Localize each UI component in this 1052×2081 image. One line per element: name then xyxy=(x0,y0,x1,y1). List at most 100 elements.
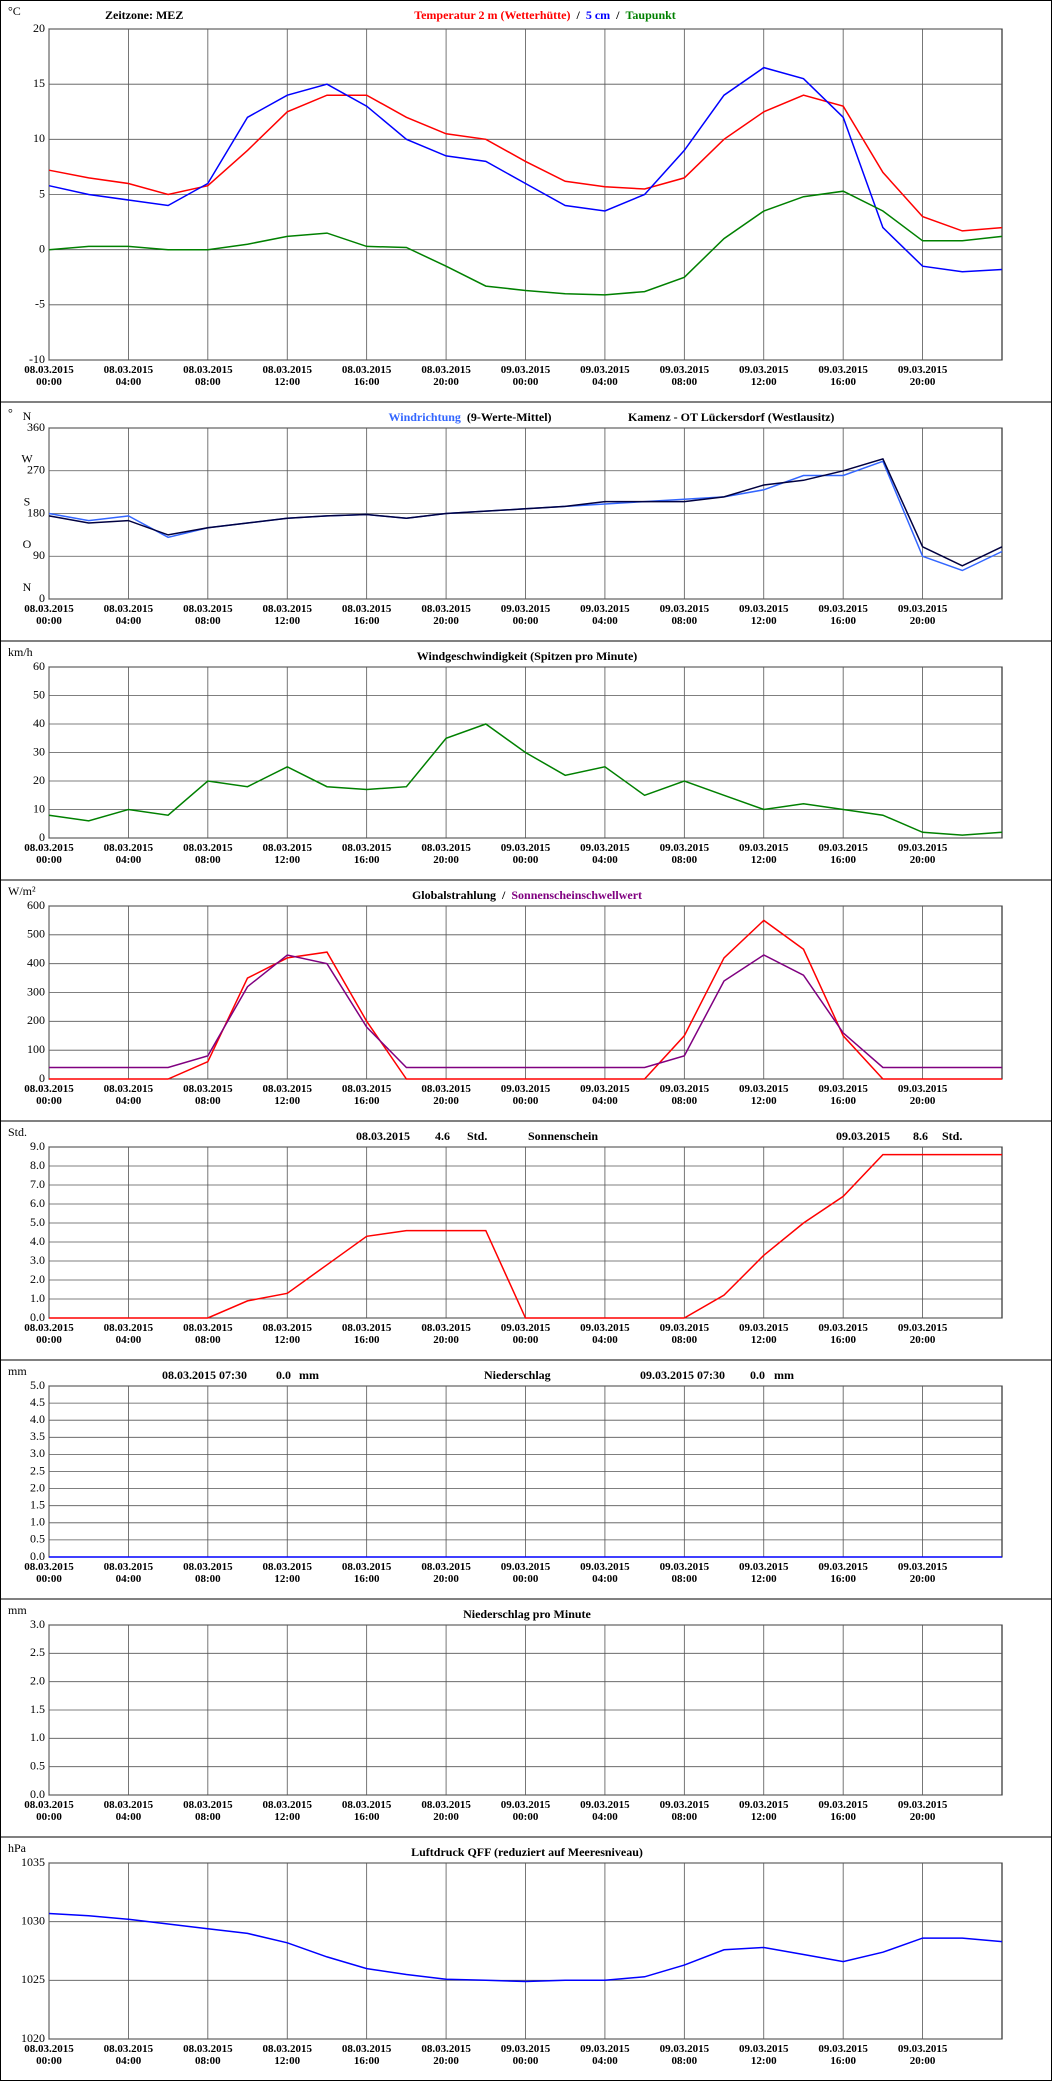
x-tick-label: 08.03.2015 04:00 xyxy=(103,603,154,627)
x-tick-label: 09.03.2015 12:00 xyxy=(739,603,789,627)
x-tick-label: 09.03.2015 16:00 xyxy=(818,1322,868,1346)
compass-label: W xyxy=(21,452,33,466)
x-tick-label: 08.03.2015 08:00 xyxy=(183,842,233,866)
x-tick-label: 08.03.2015 08:00 xyxy=(183,1799,233,1823)
y-tick-label: 1.0 xyxy=(30,1730,45,1744)
series-line xyxy=(48,457,1003,567)
legend-entry: Temperatur 2 m (Wetterhütte) xyxy=(414,8,570,22)
y-tick-label: 6.0 xyxy=(30,1196,45,1210)
header-item: 09.03.2015 xyxy=(836,1129,890,1143)
y-tick-label: 30 xyxy=(33,744,45,758)
x-tick-label: 09.03.2015 04:00 xyxy=(580,1322,630,1346)
x-tick-label: 08.03.2015 20:00 xyxy=(421,1322,471,1346)
x-tick-label: 09.03.2015 04:00 xyxy=(580,2043,630,2067)
y-tick-label: 9.0 xyxy=(30,1139,45,1153)
header-item: Niederschlag xyxy=(484,1368,551,1382)
x-tick-label: 09.03.2015 12:00 xyxy=(739,364,789,388)
x-tick-label: 08.03.2015 00:00 xyxy=(24,1561,74,1585)
y-tick-label: 90 xyxy=(33,548,45,562)
compass-label: S xyxy=(24,494,31,508)
header-item: 0.0 xyxy=(276,1368,291,1382)
x-tick-label: 09.03.2015 00:00 xyxy=(500,1083,551,1107)
header-item: Std. xyxy=(942,1129,962,1143)
x-tick-label: 09.03.2015 20:00 xyxy=(897,1322,948,1346)
x-tick-label: 08.03.2015 12:00 xyxy=(262,603,313,627)
x-tick-label: 08.03.2015 04:00 xyxy=(103,842,154,866)
y-tick-label: 1035 xyxy=(21,1855,45,1869)
compass-label: O xyxy=(23,537,32,551)
x-tick-label: 08.03.2015 12:00 xyxy=(262,1561,313,1585)
x-tick-label: 09.03.2015 20:00 xyxy=(897,2043,948,2067)
chart-title: Niederschlag pro Minute xyxy=(463,1607,591,1621)
header-item: 09.03.2015 07:30 xyxy=(640,1368,725,1382)
x-tick-label: 09.03.2015 20:00 xyxy=(897,1799,948,1823)
legend-entry: Taupunkt xyxy=(626,8,676,22)
series-line xyxy=(48,723,1003,836)
x-tick-label: 08.03.2015 00:00 xyxy=(24,603,74,627)
y-tick-label: 50 xyxy=(33,687,45,701)
x-tick-label: 08.03.2015 12:00 xyxy=(262,1083,313,1107)
x-tick-label: 09.03.2015 00:00 xyxy=(500,364,551,388)
y-tick-label: 10 xyxy=(33,131,45,145)
x-tick-label: 08.03.2015 16:00 xyxy=(341,1322,392,1346)
x-tick-label: 08.03.2015 08:00 xyxy=(183,364,233,388)
x-tick-label: 09.03.2015 12:00 xyxy=(739,1322,789,1346)
unit-label: mm xyxy=(8,1364,27,1378)
x-tick-label: 09.03.2015 00:00 xyxy=(500,842,551,866)
y-tick-label: 600 xyxy=(27,898,45,912)
x-tick-label: 09.03.2015 00:00 xyxy=(500,2043,551,2067)
y-tick-label: 400 xyxy=(27,955,45,969)
header-item: 08.03.2015 07:30 xyxy=(162,1368,247,1382)
x-tick-label: 08.03.2015 16:00 xyxy=(341,364,392,388)
x-tick-label: 09.03.2015 00:00 xyxy=(500,1322,551,1346)
x-tick-label: 09.03.2015 16:00 xyxy=(818,364,868,388)
legend-separator: / xyxy=(576,8,581,22)
y-tick-label: 0.5 xyxy=(30,1532,45,1546)
y-tick-label: 0 xyxy=(39,241,45,255)
x-tick-label: 08.03.2015 08:00 xyxy=(183,1083,233,1107)
x-tick-label: 09.03.2015 16:00 xyxy=(818,842,868,866)
x-tick-label: 08.03.2015 16:00 xyxy=(341,842,392,866)
legend-entry: Windrichtung xyxy=(388,410,460,424)
x-tick-label: 09.03.2015 00:00 xyxy=(500,1561,551,1585)
x-tick-label: 09.03.2015 08:00 xyxy=(659,1561,710,1585)
y-tick-label: 60 xyxy=(33,659,45,673)
x-tick-label: 08.03.2015 04:00 xyxy=(103,1083,154,1107)
y-tick-label: 300 xyxy=(27,984,45,998)
y-tick-label: 5 xyxy=(39,186,45,200)
series-line xyxy=(48,190,1003,296)
header-item: 08.03.2015 xyxy=(356,1129,410,1143)
x-tick-label: 08.03.2015 12:00 xyxy=(262,2043,313,2067)
y-tick-label: 200 xyxy=(27,1013,45,1027)
x-tick-label: 09.03.2015 00:00 xyxy=(500,603,551,627)
x-tick-label: 09.03.2015 04:00 xyxy=(580,1083,630,1107)
x-tick-label: 09.03.2015 16:00 xyxy=(818,2043,868,2067)
x-tick-label: 09.03.2015 12:00 xyxy=(739,1561,789,1585)
x-tick-label: 09.03.2015 04:00 xyxy=(580,1561,630,1585)
y-tick-label: 10 xyxy=(33,801,45,815)
unit-label: Std. xyxy=(8,1125,27,1139)
legend-separator: / xyxy=(501,888,506,902)
y-tick-label: 2.0 xyxy=(30,1272,45,1286)
x-tick-label: 09.03.2015 20:00 xyxy=(897,1561,948,1585)
unit-label: hPa xyxy=(8,1841,27,1855)
legend: Windrichtung (9-Werte-Mittel) xyxy=(388,410,551,424)
y-tick-label: 8.0 xyxy=(30,1158,45,1172)
unit-label: W/m² xyxy=(8,884,36,898)
x-tick-label: 09.03.2015 08:00 xyxy=(659,842,710,866)
y-tick-label: 20 xyxy=(33,773,45,787)
y-tick-label: 5.0 xyxy=(30,1378,45,1392)
header-item: Std. xyxy=(467,1129,487,1143)
y-tick-label: 4.5 xyxy=(30,1395,45,1409)
x-tick-label: 09.03.2015 08:00 xyxy=(659,1083,710,1107)
x-tick-label: 08.03.2015 00:00 xyxy=(24,1799,74,1823)
y-tick-label: 1.5 xyxy=(30,1497,45,1511)
x-tick-label: 08.03.2015 12:00 xyxy=(262,1322,313,1346)
y-tick-label: 360 xyxy=(27,420,45,434)
x-tick-label: 08.03.2015 12:00 xyxy=(262,364,313,388)
y-tick-label: 270 xyxy=(27,463,45,477)
x-tick-label: 09.03.2015 12:00 xyxy=(739,842,789,866)
x-tick-label: 09.03.2015 20:00 xyxy=(897,842,948,866)
